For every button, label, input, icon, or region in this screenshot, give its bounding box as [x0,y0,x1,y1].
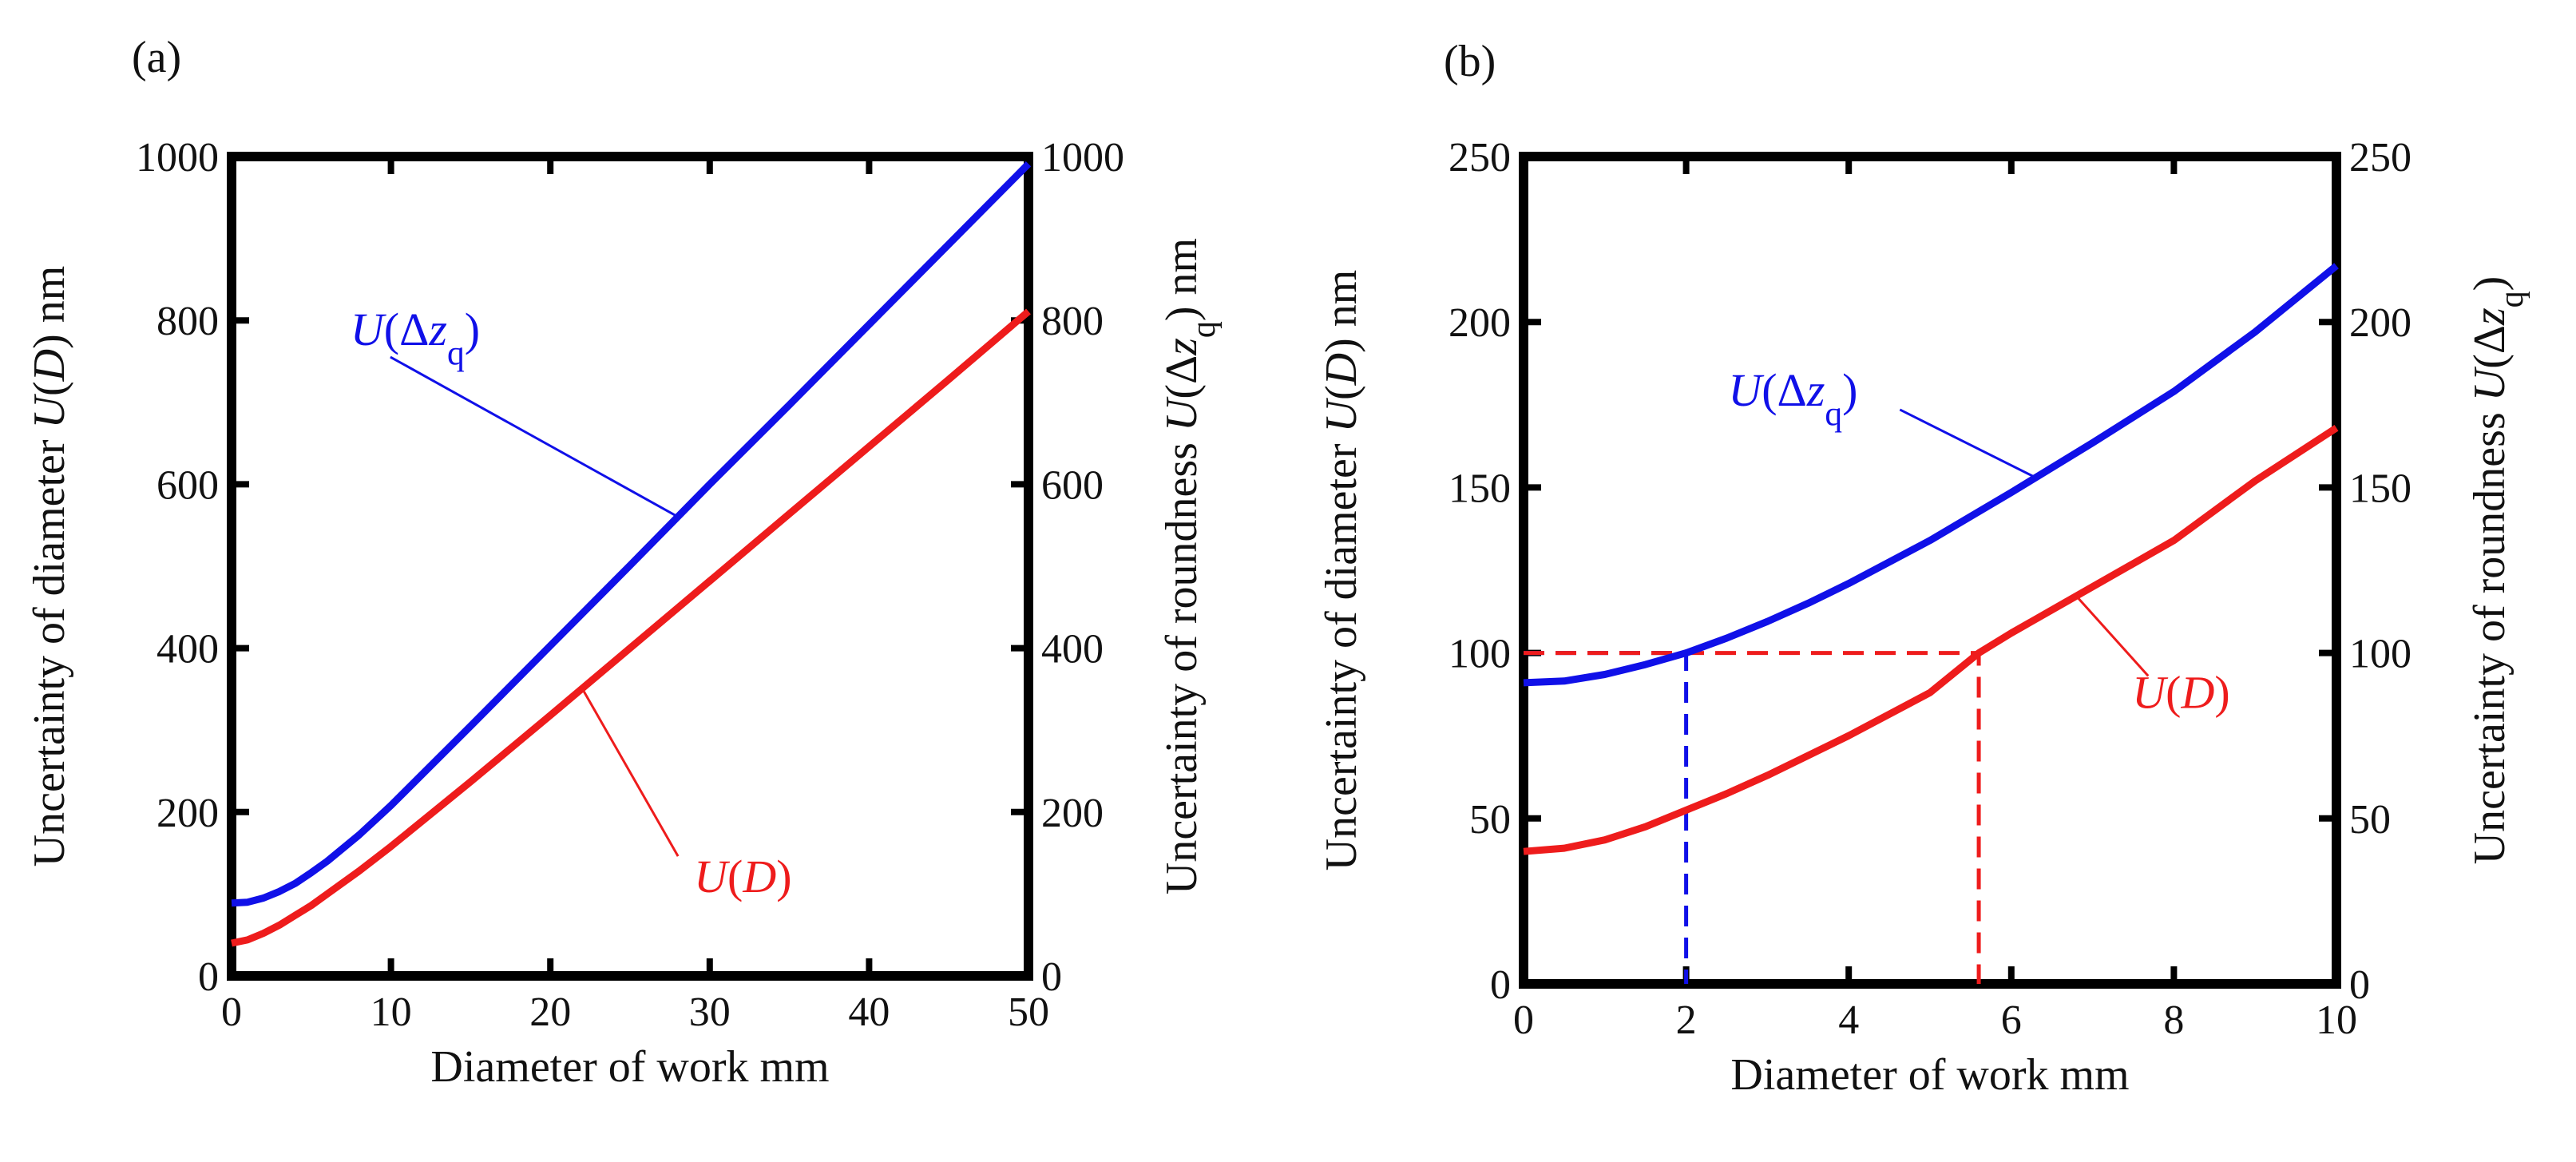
y-tick-label-right: 800 [1041,299,1104,344]
y-tick-label-left: 150 [1449,466,1511,511]
x-tick-label: 2 [1676,997,1697,1043]
annotation-leader [1899,408,2037,479]
y-tick-label-left: 800 [157,299,219,344]
y-tick-label-right: 0 [2349,962,2370,1008]
y-tick-label-left: 600 [157,462,219,508]
y-axis-label-right: Uncertainty of roundness U(Δzq) nm [1157,238,1223,894]
y-axis-label-left: Uncertainty of diameter U(D) nm [1317,270,1366,871]
y-tick-label-left: 250 [1449,135,1511,180]
series-annotation: U(Δzq) [1728,364,1857,433]
panel-a: (a)0 10 20 30 40 5002004006008001000020040060… [25,33,1223,1092]
plot-frame [227,152,1033,981]
y-tick-label-right: 400 [1041,627,1104,672]
annotation-leader [581,688,680,857]
y-tick-label-right: 0 [1041,954,1062,1000]
x-tick-label: 10 [2316,997,2357,1043]
y-tick-label-right: 600 [1041,462,1104,508]
x-tick-label: 4 [1838,997,1859,1043]
annotation-leader [2075,595,2150,677]
y-tick-label-left: 200 [157,791,219,836]
x-tick-label: 20 [529,989,571,1035]
y-axis-label-right: Uncertainty of roundness U(Δzq) [2465,276,2530,865]
x-tick-label: 10 [371,989,412,1035]
y-tick-label-right: 200 [2349,300,2412,346]
series-line-roundness [231,161,1032,907]
panel-b: (b)0 2 4 6 8 10050100150200250050100150200250… [1317,37,2530,1100]
y-tick-label-left: 1000 [136,135,219,180]
series-line-roundness [1523,263,2339,687]
y-tick-label-right: 200 [1041,791,1104,836]
y-tick-label-right: 50 [2349,797,2391,843]
x-tick-label: 40 [848,989,890,1035]
x-axis-label: Diameter of work mm [1730,1050,2129,1100]
series-line-diameter [231,308,1031,947]
y-tick-label-right: 1000 [1041,135,1124,180]
x-tick-label: 0 [221,989,242,1035]
y-tick-label-left: 100 [1449,632,1511,677]
y-tick-label-left: 0 [198,954,219,1000]
series-annotation: U(D) [2132,666,2229,718]
x-axis-label: Diameter of work mm [430,1042,829,1092]
x-tick-label: 6 [2001,997,2022,1043]
y-tick-label-left: 200 [1449,300,1511,346]
series-annotation: U(D) [694,851,791,902]
y-tick-label-right: 250 [2349,135,2412,180]
x-tick-label: 8 [2163,997,2184,1043]
x-tick-label: 0 [1513,997,1534,1043]
x-tick-label: 50 [1008,989,1049,1035]
series-line-diameter [1523,425,2339,855]
panel-label: (a) [132,33,181,82]
series-annotation: U(Δzq) [351,303,480,372]
y-tick-label-right: 100 [2349,632,2412,677]
y-tick-label-left: 400 [157,627,219,672]
y-tick-label-left: 50 [1469,797,1511,843]
x-tick-label: 30 [689,989,731,1035]
y-axis-label-left: Uncertainty of diameter U(D) nm [25,266,74,867]
panel-label: (b) [1444,37,1496,86]
y-tick-label-right: 150 [2349,466,2412,511]
y-tick-label-left: 0 [1490,962,1511,1008]
annotation-leader [390,355,679,518]
plot-frame [1519,152,2341,989]
